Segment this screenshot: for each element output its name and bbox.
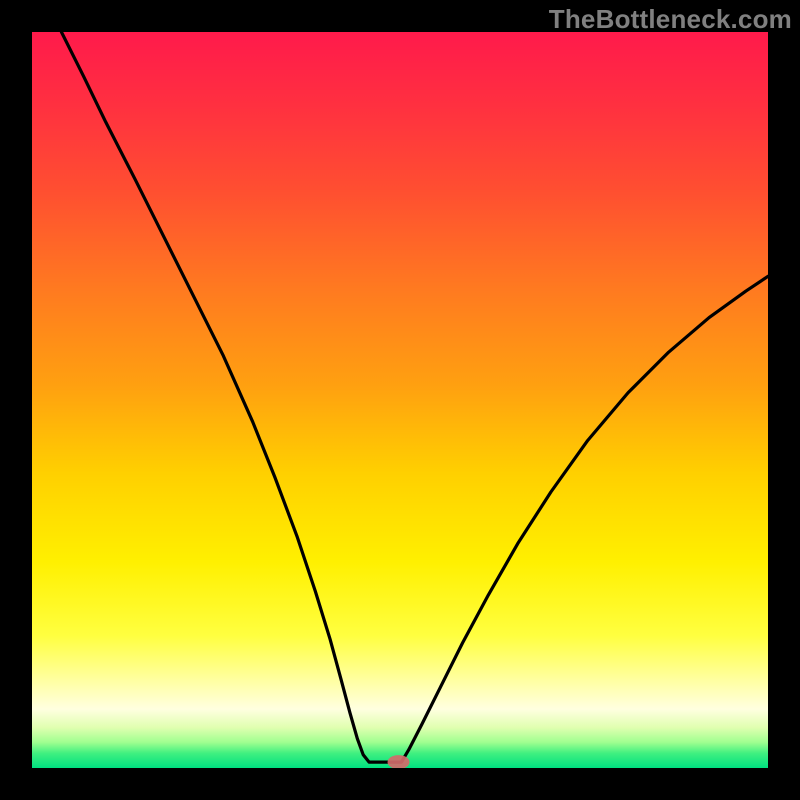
plot-svg	[32, 32, 768, 768]
gradient-background	[32, 32, 768, 768]
chart-root: TheBottleneck.com	[0, 0, 800, 800]
watermark-text: TheBottleneck.com	[549, 4, 792, 35]
plot-area	[32, 32, 768, 768]
